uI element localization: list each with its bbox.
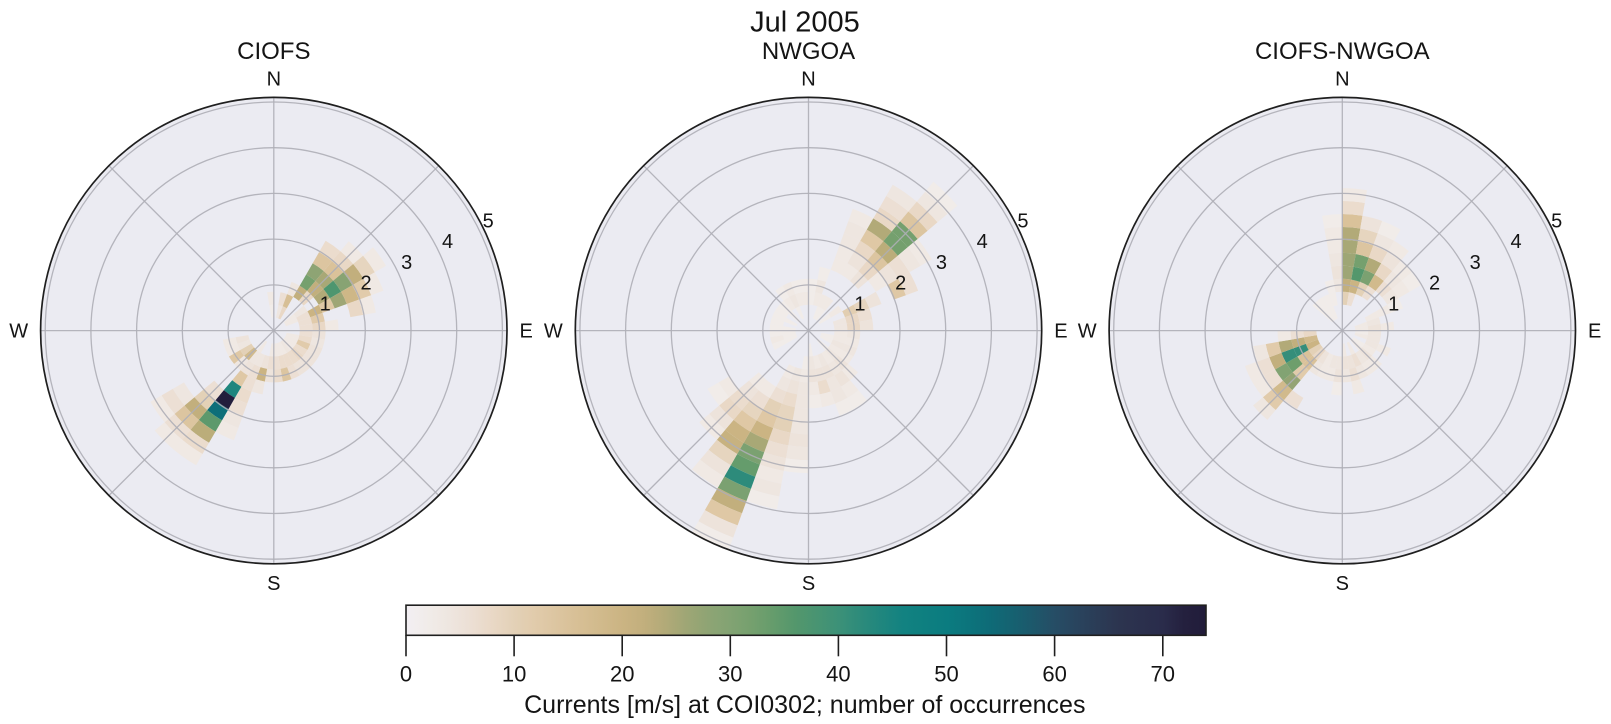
svg-text:10: 10 (502, 662, 526, 687)
svg-text:30: 30 (718, 662, 742, 687)
svg-text:1: 1 (854, 293, 865, 315)
svg-text:5: 5 (1017, 210, 1028, 232)
svg-text:Jul 2005: Jul 2005 (750, 7, 860, 39)
svg-text:70: 70 (1151, 662, 1175, 687)
svg-text:W: W (544, 321, 563, 343)
svg-text:S: S (1336, 573, 1349, 595)
svg-text:Currents [m/s] at COI0302; num: Currents [m/s] at COI0302; number of occ… (524, 691, 1085, 719)
svg-text:3: 3 (401, 252, 412, 274)
svg-text:N: N (267, 68, 281, 90)
svg-text:0: 0 (400, 662, 412, 687)
svg-text:N: N (1335, 68, 1349, 90)
svg-text:NWGOA: NWGOA (762, 38, 855, 65)
svg-text:5: 5 (483, 210, 494, 232)
svg-text:2: 2 (360, 273, 371, 295)
svg-text:20: 20 (610, 662, 634, 687)
svg-text:S: S (802, 573, 815, 595)
svg-text:4: 4 (442, 231, 453, 253)
svg-text:1: 1 (320, 293, 331, 315)
svg-text:CIOFS: CIOFS (237, 38, 310, 65)
svg-text:2: 2 (895, 273, 906, 295)
svg-text:2: 2 (1429, 273, 1440, 295)
svg-text:W: W (9, 321, 28, 343)
svg-text:4: 4 (977, 231, 988, 253)
svg-text:3: 3 (1470, 252, 1481, 274)
svg-text:50: 50 (934, 662, 958, 687)
svg-text:E: E (1054, 321, 1067, 343)
svg-text:E: E (1588, 321, 1601, 343)
svg-text:W: W (1078, 321, 1097, 343)
svg-text:4: 4 (1510, 231, 1521, 253)
svg-text:60: 60 (1042, 662, 1066, 687)
svg-text:1: 1 (1388, 293, 1399, 315)
svg-text:E: E (520, 321, 533, 343)
svg-text:N: N (801, 68, 815, 90)
svg-text:S: S (267, 573, 280, 595)
svg-text:CIOFS-NWGOA: CIOFS-NWGOA (1255, 38, 1430, 65)
svg-text:40: 40 (826, 662, 850, 687)
svg-text:5: 5 (1551, 210, 1562, 232)
svg-text:3: 3 (936, 252, 947, 274)
